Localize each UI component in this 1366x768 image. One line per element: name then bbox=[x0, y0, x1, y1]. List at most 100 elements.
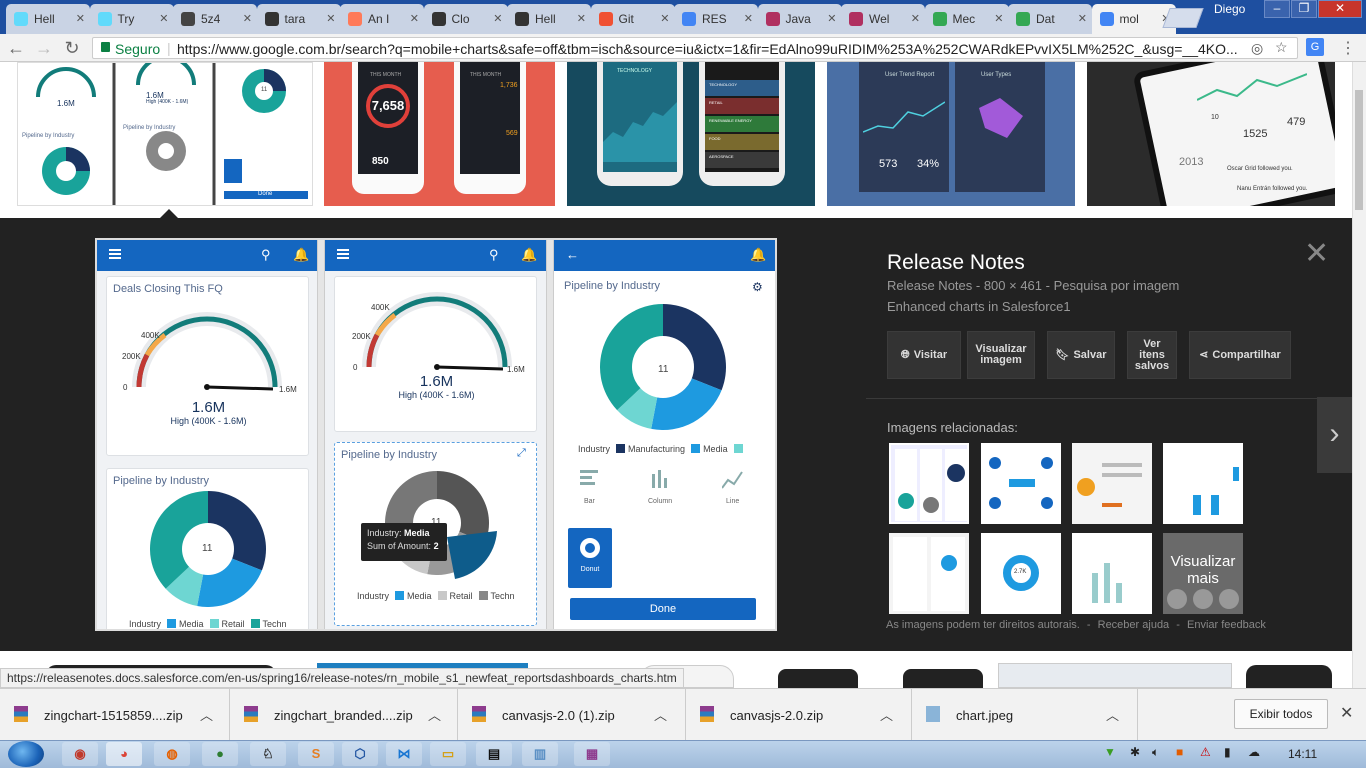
volume-icon[interactable]: 🔈︎ bbox=[1152, 745, 1160, 759]
result-thumbnail[interactable] bbox=[903, 669, 983, 688]
browser-tab[interactable]: An I ✕ bbox=[340, 4, 424, 34]
address-bar[interactable]: Seguro | https://www.google.com.br/searc… bbox=[92, 37, 1298, 59]
related-image-2[interactable] bbox=[981, 443, 1061, 524]
result-thumbnail[interactable] bbox=[998, 663, 1232, 688]
tray-app-icon[interactable]: ⚠ bbox=[1200, 745, 1211, 759]
browser-tab[interactable]: Hell ✕ bbox=[507, 4, 591, 34]
result-thumbnail-dark-app[interactable]: 10 1525 479 2013 Oscar Grid followed you… bbox=[1087, 62, 1335, 206]
related-image-3[interactable] bbox=[1072, 443, 1152, 524]
scrollbar-thumb[interactable] bbox=[1355, 90, 1363, 210]
close-tab-icon[interactable]: ✕ bbox=[743, 13, 753, 25]
browser-tab[interactable]: Mec ✕ bbox=[924, 4, 1009, 34]
start-button[interactable] bbox=[8, 741, 44, 767]
taskbar-sublime-icon[interactable]: S bbox=[298, 742, 334, 766]
bluetooth-icon[interactable]: ✱ bbox=[1130, 745, 1141, 759]
close-tab-icon[interactable]: ✕ bbox=[994, 13, 1004, 25]
new-tab-button[interactable] bbox=[1162, 8, 1204, 28]
result-thumbnail-user-trend[interactable]: User Trend Report 573 34% User Types bbox=[827, 62, 1075, 206]
view-saved-button[interactable]: Ver itens salvos bbox=[1127, 331, 1177, 379]
browser-tab[interactable]: Hell ✕ bbox=[6, 4, 90, 34]
taskbar-vscode-icon[interactable]: ⋈ bbox=[386, 742, 422, 766]
close-tab-icon[interactable]: ✕ bbox=[827, 13, 837, 25]
browser-tab[interactable]: mol✕ bbox=[1091, 4, 1176, 34]
close-tab-icon[interactable]: ✕ bbox=[1077, 13, 1087, 25]
browser-tab[interactable]: Git ✕ bbox=[590, 4, 675, 34]
taskbar-app-icon[interactable]: ● bbox=[202, 742, 238, 766]
taskbar-chrome-icon[interactable]: ◕ bbox=[106, 742, 142, 766]
related-image-7[interactable] bbox=[1072, 533, 1152, 614]
result-thumbnail[interactable] bbox=[1246, 665, 1332, 688]
chevron-up-icon[interactable]: ︿ bbox=[1106, 708, 1120, 723]
taskbar-app-icon[interactable]: ⬡ bbox=[342, 742, 378, 766]
taskbar-app-icon[interactable]: ◉ bbox=[62, 742, 98, 766]
maximize-button[interactable]: ❐ bbox=[1291, 0, 1317, 18]
share-button[interactable]: ⋖ Compartilhar bbox=[1189, 331, 1291, 379]
feedback-link[interactable]: Enviar feedback bbox=[1186, 619, 1266, 631]
close-tab-icon[interactable]: ✕ bbox=[493, 13, 503, 25]
chevron-up-icon[interactable]: ︿ bbox=[654, 708, 668, 723]
close-window-button[interactable]: ✕ bbox=[1318, 0, 1362, 18]
related-image-6[interactable]: 2.7K bbox=[981, 533, 1061, 614]
browser-tab[interactable]: Dat ✕ bbox=[1008, 4, 1092, 34]
related-image-5[interactable] bbox=[889, 533, 969, 614]
result-thumbnail[interactable] bbox=[778, 669, 858, 688]
browser-tab[interactable]: 5z4 ✕ bbox=[173, 4, 257, 34]
translate-icon[interactable]: G bbox=[1306, 38, 1324, 56]
download-item[interactable]: zingchart-1515859....zip ︿ bbox=[0, 689, 230, 741]
download-item[interactable]: zingchart_branded....zip ︿ bbox=[230, 689, 458, 741]
view-image-button[interactable]: Visualizar imagem bbox=[967, 331, 1035, 379]
close-tab-icon[interactable]: ✕ bbox=[660, 13, 670, 25]
tray-app-icon[interactable]: ■ bbox=[1176, 745, 1184, 759]
network-icon[interactable]: ▮ bbox=[1224, 745, 1231, 759]
taskbar-app-icon[interactable]: ♘ bbox=[250, 742, 286, 766]
download-item[interactable]: chart.jpeg ︿ bbox=[912, 689, 1138, 741]
browser-tab[interactable]: Wel ✕ bbox=[841, 4, 925, 34]
taskbar-firefox-icon[interactable]: ◍ bbox=[154, 742, 190, 766]
browser-tab[interactable]: Clo ✕ bbox=[423, 4, 508, 34]
location-icon[interactable]: ◎ bbox=[1251, 40, 1264, 56]
close-tab-icon[interactable]: ✕ bbox=[242, 13, 252, 25]
browser-tab[interactable]: Java ✕ bbox=[757, 4, 842, 34]
chevron-up-icon[interactable]: ︿ bbox=[880, 708, 894, 723]
reload-button[interactable]: ↻ bbox=[64, 38, 80, 58]
browser-tab[interactable]: RES ✕ bbox=[674, 4, 758, 34]
chevron-up-icon[interactable]: ︿ bbox=[200, 708, 214, 723]
close-preview-icon[interactable]: ✕ bbox=[1304, 237, 1330, 270]
download-item[interactable]: canvasjs-2.0.zip ︿ bbox=[686, 689, 912, 741]
image-title[interactable]: Release Notes bbox=[887, 251, 1025, 274]
close-tab-icon[interactable]: ✕ bbox=[409, 13, 419, 25]
minimize-button[interactable]: – bbox=[1264, 0, 1290, 18]
cloud-icon[interactable]: ☁ bbox=[1248, 745, 1260, 759]
preview-image[interactable]: ⚲ 🔔 Deals Closing This FQ 0 200K 400K 1.… bbox=[95, 238, 777, 631]
result-thumbnail-salesforce[interactable]: 1.6M 1.6M High (400K - 1.6M) Pipeline by… bbox=[17, 62, 313, 206]
visit-button[interactable]: 🌐︎ Visitar bbox=[887, 331, 961, 379]
browser-tab[interactable]: tara ✕ bbox=[256, 4, 341, 34]
download-item[interactable]: canvasjs-2.0 (1).zip ︿ bbox=[458, 689, 686, 741]
related-image-1[interactable] bbox=[889, 443, 969, 524]
bookmark-star-icon[interactable]: ☆ bbox=[1275, 39, 1288, 55]
show-all-downloads-button[interactable]: Exibir todos bbox=[1234, 699, 1328, 729]
chevron-up-icon[interactable]: ︿ bbox=[428, 708, 442, 723]
close-tab-icon[interactable]: ✕ bbox=[910, 13, 920, 25]
taskbar-archive-icon[interactable]: ▦ bbox=[574, 742, 610, 766]
close-tab-icon[interactable]: ✕ bbox=[75, 13, 85, 25]
tray-app-icon[interactable]: ▼ bbox=[1104, 745, 1116, 759]
taskbar-explorer-icon[interactable]: ▭ bbox=[430, 742, 466, 766]
back-button[interactable]: ← bbox=[7, 38, 25, 58]
related-image-4[interactable] bbox=[1163, 443, 1243, 524]
page-scrollbar[interactable] bbox=[1352, 62, 1366, 688]
close-tab-icon[interactable]: ✕ bbox=[159, 13, 169, 25]
result-thumbnail-fitness-app[interactable]: 7,658 THIS MONTH 850 THIS MONTH 1,736 56… bbox=[324, 62, 555, 206]
profile-name[interactable]: Diego bbox=[1214, 2, 1246, 16]
result-thumbnail-stocks-app[interactable]: TECHNOLOGY TECHNOLOGY RETAIL RENEWABLE E… bbox=[567, 62, 815, 206]
system-clock[interactable]: 14:11 bbox=[1288, 747, 1318, 761]
close-tab-icon[interactable]: ✕ bbox=[326, 13, 336, 25]
close-downloads-icon[interactable]: ✕ bbox=[1340, 705, 1354, 722]
browser-tab[interactable]: Try ✕ bbox=[89, 4, 174, 34]
taskbar-app-icon[interactable]: ▥ bbox=[522, 742, 558, 766]
taskbar-terminal-icon[interactable]: ▤ bbox=[476, 742, 512, 766]
next-image-button[interactable]: › bbox=[1317, 397, 1352, 473]
forward-button[interactable]: → bbox=[35, 38, 53, 58]
save-button[interactable]: 🔖︎ Salvar bbox=[1047, 331, 1115, 379]
help-link[interactable]: Receber ajuda bbox=[1097, 619, 1170, 631]
